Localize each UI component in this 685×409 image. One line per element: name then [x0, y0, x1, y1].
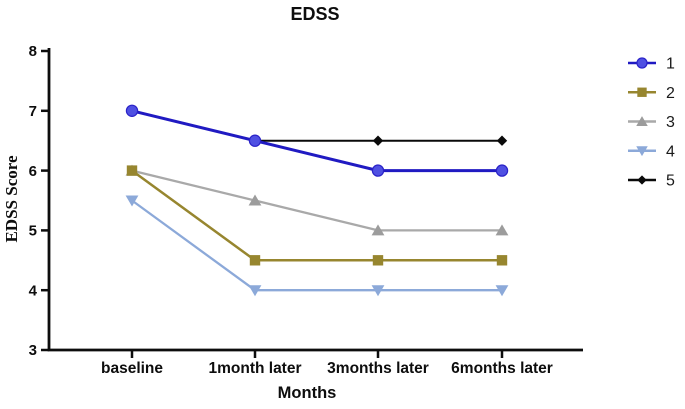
legend-item-2: 2	[628, 85, 675, 102]
legend-label: 4	[666, 143, 675, 160]
series-3	[125, 164, 509, 236]
y-tick-label: 8	[29, 43, 37, 60]
legend-marker-circle	[636, 57, 648, 69]
data-point-marker	[249, 255, 261, 266]
series-line	[131, 169, 502, 232]
x-tick-label: 1month later	[208, 360, 301, 377]
y-tick-label: 5	[29, 223, 37, 240]
series-4	[125, 195, 509, 297]
y-axis-title: EDSS Score	[2, 155, 21, 243]
series-line	[131, 199, 502, 292]
data-point-marker	[248, 194, 262, 206]
axes: 8 7 6 5 4 3 baseline 1month later 3months later 6…	[29, 43, 583, 377]
legend-marker-diamond	[637, 175, 647, 185]
data-point-marker	[495, 224, 509, 236]
data-point-marker	[126, 165, 138, 176]
data-point-marker	[496, 255, 508, 266]
data-point-marker	[371, 224, 385, 236]
legend-label: 1	[666, 56, 675, 73]
data-point-marker	[248, 134, 262, 147]
data-point-marker	[495, 164, 509, 177]
series-1	[125, 104, 509, 177]
chart-title: EDSS	[290, 4, 339, 24]
data-point-marker	[125, 195, 139, 207]
legend-label: 2	[666, 85, 675, 102]
legend-item-5: 5	[628, 173, 675, 190]
data-point-marker	[125, 104, 139, 118]
data-point-marker	[248, 285, 262, 297]
series-line	[131, 169, 502, 262]
legend-item-4: 4	[628, 143, 675, 160]
legend: 1 2 3 4 5	[628, 56, 675, 190]
y-tick-label: 4	[29, 282, 38, 299]
legend-label: 5	[666, 173, 675, 190]
legend-marker-triangle-down	[636, 146, 648, 157]
data-point-marker	[496, 135, 508, 146]
legend-item-1: 1	[628, 56, 675, 73]
x-tick-label: 6months later	[451, 360, 553, 377]
y-tick-label: 3	[29, 342, 37, 359]
data-point-marker	[372, 135, 384, 146]
legend-item-3: 3	[628, 114, 675, 131]
y-tick-label: 6	[29, 163, 37, 180]
y-tick-label: 7	[29, 103, 37, 120]
series-layer	[125, 104, 509, 297]
data-point-marker	[371, 285, 385, 297]
x-tick-label: baseline	[101, 360, 163, 377]
legend-marker-triangle-up	[636, 116, 648, 126]
data-point-marker	[371, 164, 385, 177]
series-5	[126, 105, 508, 146]
x-tick-label: 3months later	[327, 360, 429, 377]
legend-marker-square	[637, 87, 647, 97]
series-2	[126, 165, 508, 266]
legend-label: 3	[666, 114, 675, 131]
data-point-marker	[495, 285, 509, 297]
x-axis-title: Months	[278, 384, 337, 402]
series-line	[131, 109, 502, 173]
data-point-marker	[372, 255, 384, 266]
